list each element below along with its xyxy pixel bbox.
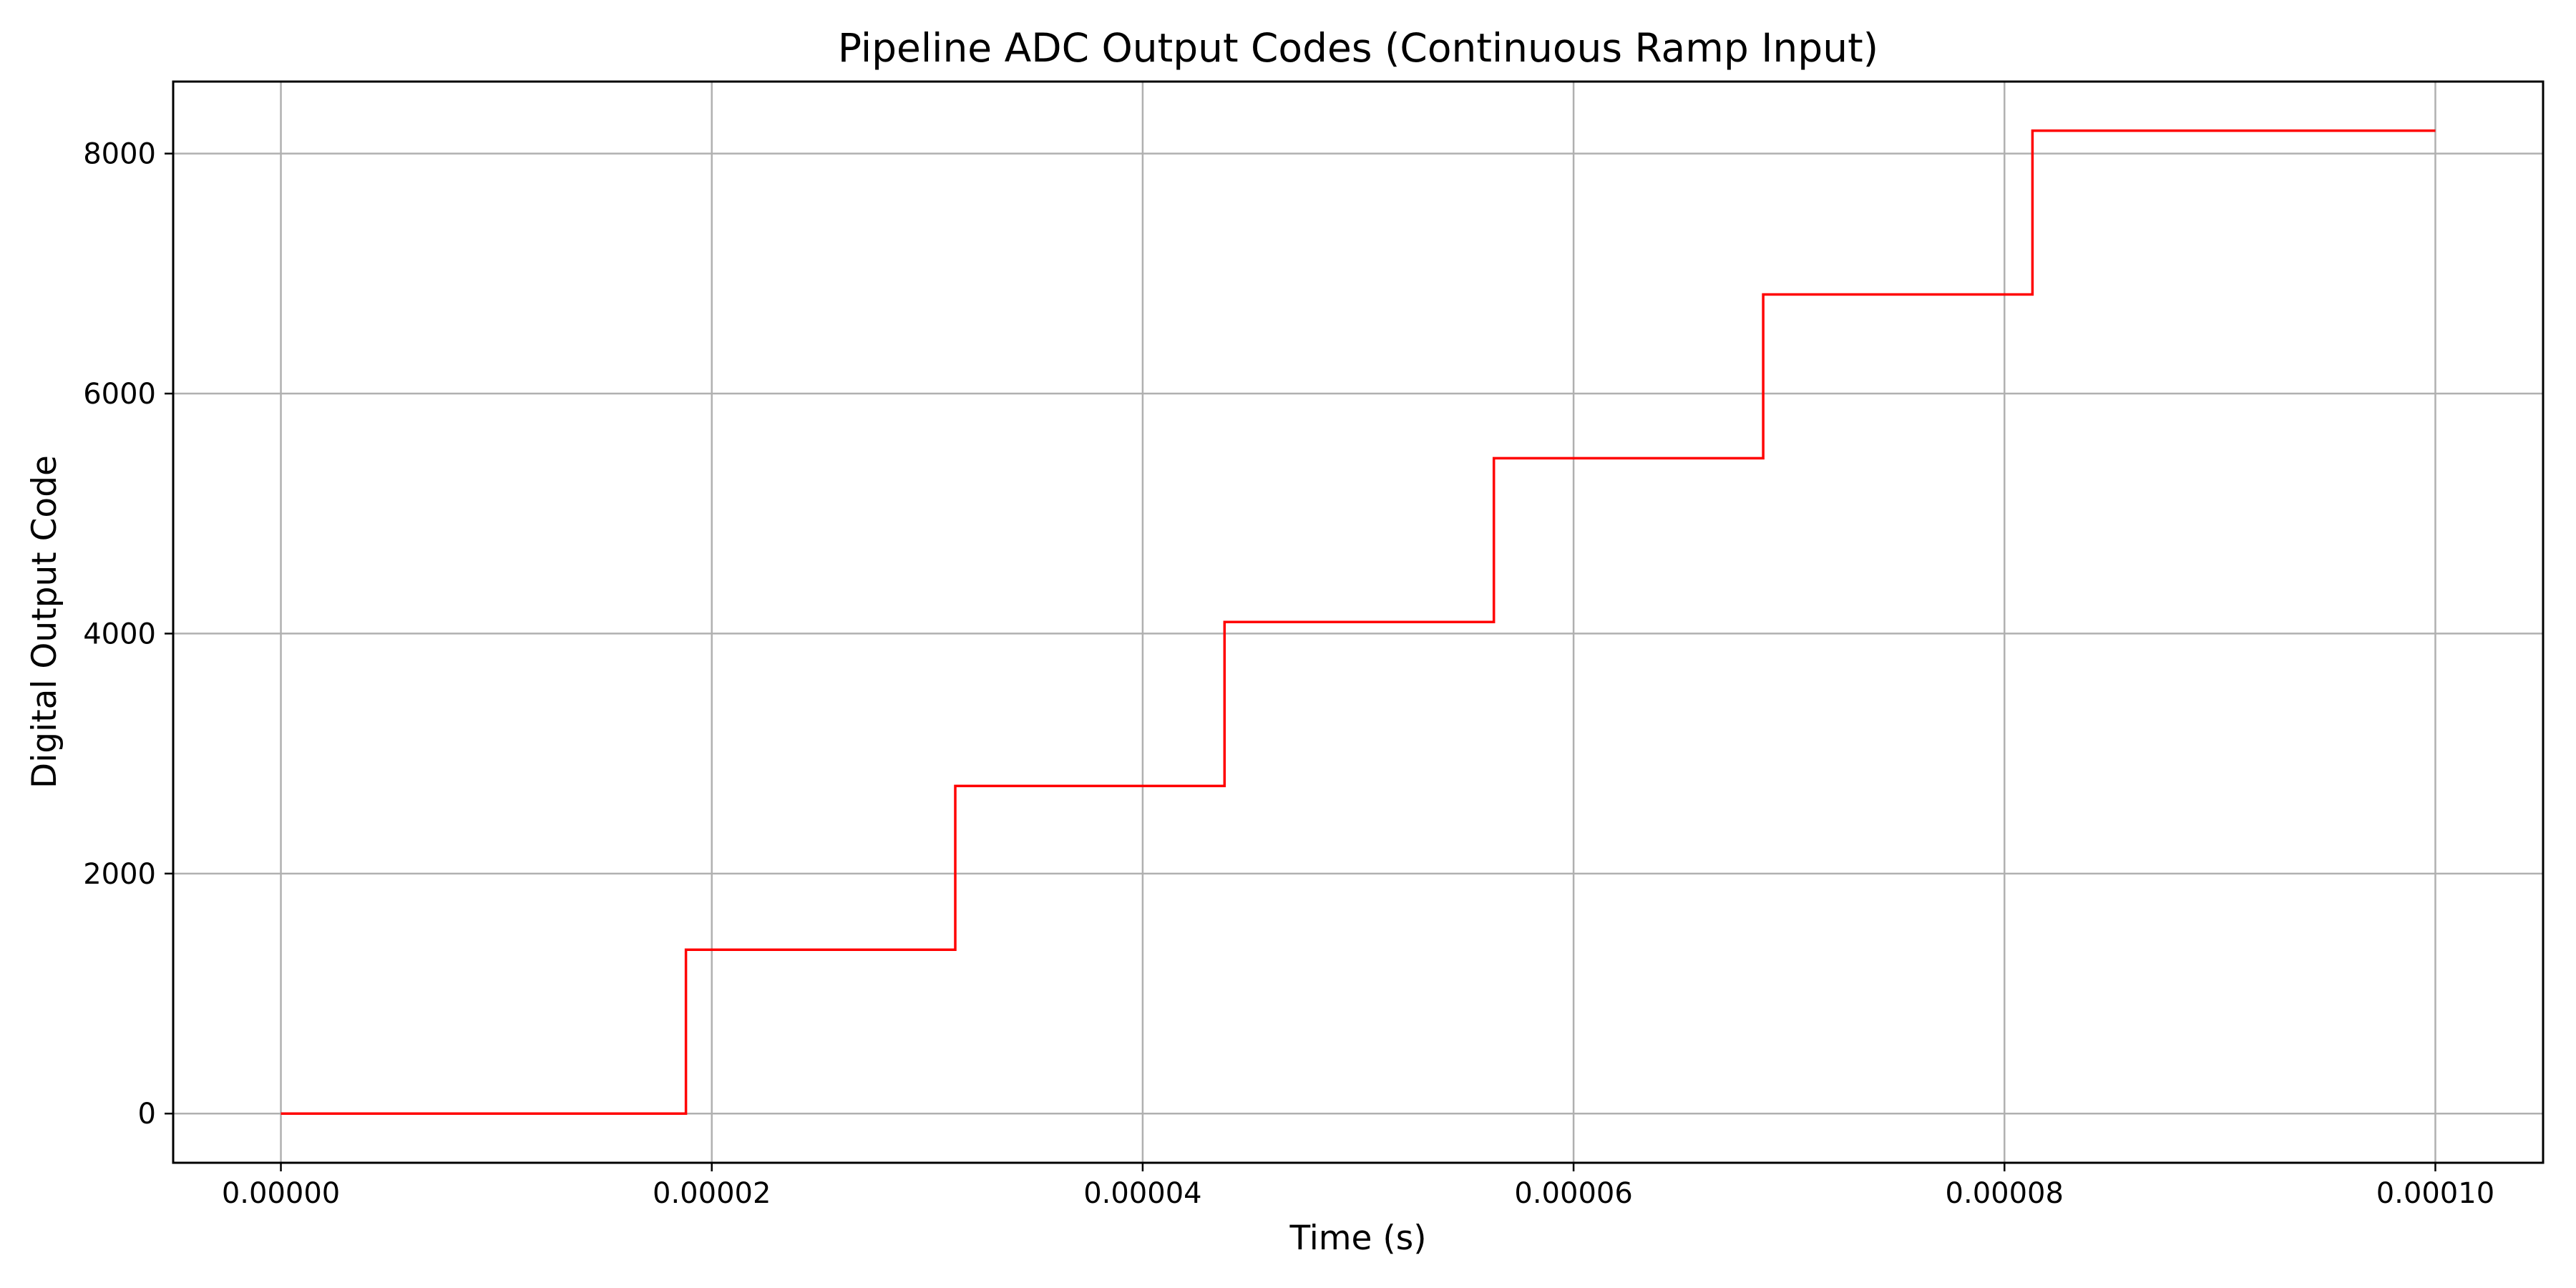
plot-area-frame: [172, 80, 2545, 1164]
axis-ticks: 0.00000 0.00002 0.00004 0.00006 0.00008 0.000…: [83, 138, 2494, 1210]
series-layer: [280, 129, 2436, 1115]
y-tick-label: 8000: [83, 138, 156, 171]
y-tick-label: 4000: [83, 618, 156, 650]
x-tick-label: 0.00004: [1083, 1177, 1201, 1210]
y-tick-label: 0: [138, 1098, 156, 1131]
x-tick-label: 0.00010: [2376, 1177, 2494, 1210]
x-tick-label: 0.00000: [222, 1177, 340, 1210]
x-axis-label: Time (s): [1289, 1219, 1426, 1258]
x-tick-label: 0.00002: [653, 1177, 771, 1210]
y-axis-label: Digital Output Code: [25, 455, 64, 789]
y-tick-label: 6000: [83, 378, 156, 411]
chart-title: Pipeline ADC Output Codes (Continuous Ra…: [838, 25, 1878, 71]
y-tick-label: 2000: [83, 858, 156, 891]
x-tick-label: 0.00008: [1946, 1177, 2064, 1210]
x-tick-label: 0.00006: [1514, 1177, 1632, 1210]
adc-output-step-line: [280, 129, 2436, 1115]
